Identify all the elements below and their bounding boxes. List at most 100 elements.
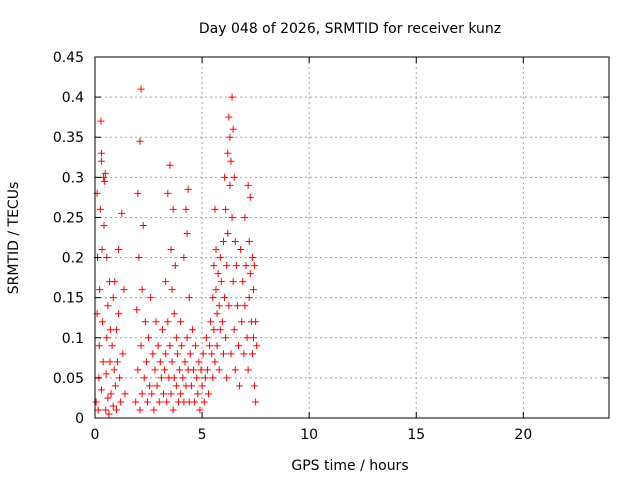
data-point <box>151 366 159 374</box>
data-point <box>211 358 219 366</box>
data-point <box>169 205 177 213</box>
data-point <box>111 382 119 390</box>
data-point <box>241 302 249 310</box>
axis-ticks <box>94 56 609 419</box>
data-point <box>121 390 129 398</box>
data-point <box>109 402 117 410</box>
data-point <box>138 390 146 398</box>
data-point <box>184 185 192 193</box>
data-point <box>134 366 142 374</box>
data-point <box>168 286 176 294</box>
data-point <box>202 334 210 342</box>
data-point <box>188 326 196 334</box>
data-point <box>230 173 238 181</box>
data-point <box>234 342 242 350</box>
data-point <box>142 358 150 366</box>
data-point <box>173 350 181 358</box>
data-point <box>94 406 102 414</box>
data-point <box>147 294 155 302</box>
data-point <box>109 294 117 302</box>
axis-tick-labels: 0 5 10 15 20 0 0.05 0.1 0.15 0.2 0.25 0.3 0.35 0.4 0.4… <box>53 50 532 443</box>
data-point <box>166 342 174 350</box>
y-tick-label: 0.45 <box>53 50 84 66</box>
data-point <box>239 278 247 286</box>
data-point <box>141 318 149 326</box>
y-tick-label: 0.15 <box>53 291 84 307</box>
data-point <box>237 246 245 254</box>
data-point <box>210 326 218 334</box>
y-axis-label: SRMTID / TECUs <box>6 182 22 295</box>
data-point <box>253 342 261 350</box>
data-point <box>220 238 227 246</box>
data-point <box>244 366 252 374</box>
data-point <box>200 398 208 406</box>
data-point <box>112 406 120 414</box>
data-point <box>166 161 174 169</box>
data-point <box>140 374 148 382</box>
data-point <box>251 262 259 270</box>
data-point <box>213 310 221 318</box>
data-point <box>132 398 140 406</box>
data-point <box>113 358 121 366</box>
x-tick-label: 5 <box>198 427 207 443</box>
data-point <box>214 270 222 278</box>
data-point <box>137 342 145 350</box>
data-point <box>193 374 201 382</box>
data-point <box>177 318 185 326</box>
data-point <box>106 358 114 366</box>
plot-frame <box>94 56 610 419</box>
data-point <box>103 254 111 262</box>
data-point <box>97 149 105 157</box>
data-point <box>164 318 172 326</box>
data-point <box>244 181 252 189</box>
x-axis-label: GPS time / hours <box>291 458 408 474</box>
data-point <box>183 334 191 342</box>
data-point <box>213 342 221 350</box>
data-point <box>232 262 240 270</box>
data-point <box>233 302 241 310</box>
data-point <box>194 390 202 398</box>
data-point <box>199 350 207 358</box>
data-point <box>97 117 105 125</box>
data-point <box>118 209 126 217</box>
y-tick-label: 0.1 <box>62 331 84 347</box>
data-point <box>99 358 107 366</box>
data-point <box>238 318 246 326</box>
data-point <box>182 205 190 213</box>
data-point <box>252 398 260 406</box>
data-point <box>216 326 224 334</box>
data-point <box>167 390 175 398</box>
data-point <box>98 246 106 254</box>
data-point <box>95 342 103 350</box>
data-point <box>226 181 234 189</box>
data-point <box>225 113 233 121</box>
data-point <box>145 334 153 342</box>
data-point <box>229 125 237 133</box>
data-point <box>210 262 218 270</box>
data-point <box>248 350 256 358</box>
data-point <box>203 366 211 374</box>
data-point <box>215 366 223 374</box>
data-point <box>212 246 220 254</box>
data-point <box>179 374 187 382</box>
data-point <box>152 318 160 326</box>
data-point <box>107 390 115 398</box>
data-point <box>245 294 253 302</box>
data-point <box>176 366 184 374</box>
data-point <box>217 278 225 286</box>
data-point <box>133 306 141 314</box>
data-point <box>222 334 230 342</box>
data-point <box>252 318 260 326</box>
data-point <box>108 342 116 350</box>
data-point <box>117 398 125 406</box>
x-tick-label: 10 <box>300 427 318 443</box>
y-tick-label: 0 <box>75 411 84 427</box>
data-point <box>241 213 249 221</box>
data-point <box>228 213 236 221</box>
data-point <box>220 350 227 358</box>
data-point <box>227 350 235 358</box>
data-point <box>198 382 206 390</box>
data-point <box>212 286 220 294</box>
data-point <box>236 382 244 390</box>
data-point <box>205 390 213 398</box>
